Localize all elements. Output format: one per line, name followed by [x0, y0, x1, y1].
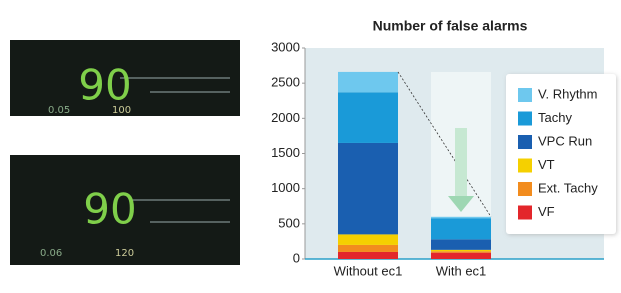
monitor-reading: 90: [83, 185, 136, 234]
y-tick-label: 1000: [271, 180, 300, 195]
legend-swatch: [518, 159, 532, 173]
monitor-value: 0.05: [48, 105, 70, 116]
bar-segment: [431, 253, 491, 259]
legend-label: VT: [538, 157, 555, 172]
bar-segment: [431, 217, 491, 218]
bar-segment: [431, 218, 491, 239]
legend-swatch: [518, 135, 532, 149]
y-tick-label: 2000: [271, 110, 300, 125]
monitor-2: 90 0.06 120: [10, 155, 240, 265]
monitor-value: 120: [115, 248, 134, 259]
bar-segment: [338, 92, 398, 143]
y-tick-label: 3000: [271, 39, 300, 54]
bar-segment: [431, 250, 491, 251]
legend-label: VF: [538, 204, 555, 219]
page: {"monitors": [ {"reading": "90", "left_v…: [0, 0, 621, 293]
legend-swatch: [518, 88, 532, 102]
legend-swatch: [518, 206, 532, 220]
y-tick-label: 500: [278, 215, 300, 230]
bar-segment: [338, 234, 398, 245]
bar-segment: [338, 72, 398, 92]
legend-swatch: [518, 182, 532, 196]
monitor-value: 100: [112, 105, 131, 116]
legend-label: Tachy: [538, 110, 572, 125]
bar-segment: [431, 251, 491, 252]
legend-swatch: [518, 112, 532, 126]
bar-segment: [338, 252, 398, 259]
y-tick-label: 0: [293, 250, 300, 265]
legend-label: Ext. Tachy: [538, 180, 598, 195]
bar-segment: [431, 239, 491, 250]
bar-segment: [338, 143, 398, 234]
y-tick-label: 2500: [271, 75, 300, 90]
figure: 90 0.05 100 90 0.06 120 Number of false …: [0, 0, 621, 293]
monitor-value: 0.06: [40, 248, 62, 259]
legend-label: V. Rhythm: [538, 86, 598, 101]
arrow-shaft: [455, 128, 467, 198]
x-tick-label: Without ec1: [334, 263, 403, 278]
monitor-reading: 90: [78, 61, 131, 110]
y-tick-label: 1500: [271, 145, 300, 160]
chart-title: Number of false alarms: [373, 18, 528, 34]
legend-label: VPC Run: [538, 133, 592, 148]
x-tick-label: With ec1: [436, 263, 487, 278]
bar-segment: [338, 245, 398, 252]
monitor-1: 90 0.05 100: [10, 40, 240, 116]
